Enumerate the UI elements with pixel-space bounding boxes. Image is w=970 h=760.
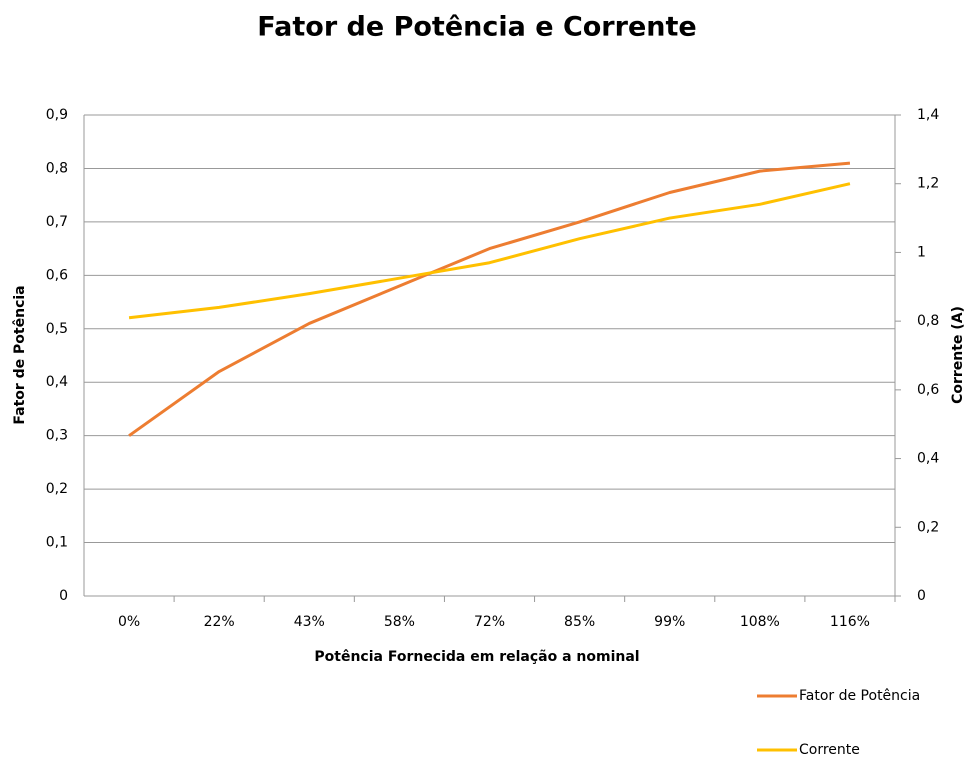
legend-label: Corrente bbox=[799, 742, 860, 758]
y2-tick-label: 1,2 bbox=[917, 176, 939, 192]
x-tick-label: 0% bbox=[118, 614, 140, 630]
x-tick-label: 116% bbox=[830, 614, 870, 630]
x-tick-label: 22% bbox=[204, 614, 235, 630]
x-tick-label: 72% bbox=[474, 614, 505, 630]
x-axis-label: Potência Fornecida em relação a nominal bbox=[314, 649, 639, 665]
y-tick-label: 0,7 bbox=[46, 214, 68, 230]
y-tick-label: 0,6 bbox=[46, 267, 68, 283]
y2-axis-label: Corrente (A) bbox=[950, 306, 966, 404]
y2-tick-label: 0,6 bbox=[917, 382, 939, 398]
y2-tick-label: 1,4 bbox=[917, 107, 939, 123]
y2-tick-label: 0,2 bbox=[917, 519, 939, 535]
legend-label: Fator de Potência bbox=[799, 688, 920, 704]
x-tick-label: 58% bbox=[384, 614, 415, 630]
line-series bbox=[128, 161, 851, 437]
y-axis-label: Fator de Potência bbox=[12, 285, 28, 424]
y-tick-label: 0,3 bbox=[46, 428, 68, 444]
y2-tick-label: 0,4 bbox=[917, 451, 939, 467]
y2-tick-label: 1 bbox=[917, 244, 926, 260]
y2-tick-label: 0 bbox=[917, 588, 926, 604]
y-tick-label: 0,1 bbox=[46, 535, 68, 551]
x-tick-label: 99% bbox=[654, 614, 685, 630]
x-tick-label: 43% bbox=[294, 614, 325, 630]
chart-title: Fator de Potência e Corrente bbox=[257, 12, 696, 43]
y-tick-label: 0,4 bbox=[46, 374, 68, 390]
y2-tick-label: 0,8 bbox=[917, 313, 939, 329]
x-tick-label: 108% bbox=[740, 614, 780, 630]
y-tick-label: 0 bbox=[59, 588, 68, 604]
y-tick-label: 0,9 bbox=[46, 107, 68, 123]
y-tick-label: 0,8 bbox=[46, 160, 68, 176]
y-tick-label: 0,2 bbox=[46, 481, 68, 497]
y-tick-label: 0,5 bbox=[46, 321, 68, 337]
x-tick-label: 85% bbox=[564, 614, 595, 630]
line-series bbox=[128, 182, 851, 320]
